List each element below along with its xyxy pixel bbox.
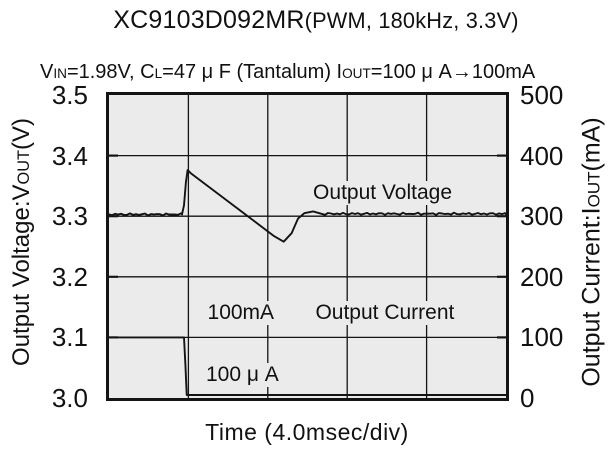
text-run: =100 μ A→100mA — [370, 61, 536, 83]
annotation-output-current: Output Current — [311, 301, 459, 326]
right-axis-tick: 200 — [520, 262, 564, 292]
left-axis-tick: 3.3 — [51, 201, 88, 231]
text-run: =47 μ F (Tantalum) I — [162, 61, 343, 83]
plot-svg — [109, 95, 506, 398]
text-run: V — [40, 61, 54, 83]
subscript-text: OUT — [584, 171, 604, 208]
conditions-text: VIN=1.98V, CL=47 μ F (Tantalum) IOUT=100… — [40, 61, 535, 84]
chart-title: XC9103D092MR(PWM, 180kHz, 3.3V) — [21, 6, 611, 35]
subscript-text: L — [154, 66, 163, 81]
right-axis-tick: 0 — [520, 383, 535, 413]
left-axis-tick: 3.0 — [51, 383, 88, 413]
right-axis-tick: 100 — [520, 322, 564, 352]
annotation-100ma: 100mA — [203, 301, 279, 326]
text-run: (PWM, 180kHz, 3.3V) — [304, 8, 519, 33]
subscript-text: IN — [53, 66, 67, 81]
right-axis-tick: 500 — [520, 80, 564, 110]
right-axis-tick: 400 — [520, 141, 564, 171]
left-axis-tick: 3.1 — [51, 322, 88, 352]
subscript-text: OUT — [342, 66, 371, 81]
left-axis-tick: 3.2 — [51, 262, 88, 292]
x-axis-title: Time (4.0msec/div) — [205, 419, 409, 445]
text-run: Output Current:I — [577, 207, 606, 387]
annotation-100ua: 100 μ A — [201, 362, 283, 387]
annotation-output-voltage: Output Voltage — [309, 180, 457, 205]
text-run: =1.98V, C — [66, 61, 155, 83]
left-axis-tick: 3.5 — [51, 80, 88, 110]
right-axis-tick: 300 — [520, 201, 564, 231]
text-run: XC9103D092MR — [113, 6, 305, 34]
left-axis-tick: 3.4 — [51, 141, 88, 171]
plot-area: Output Voltage 100mA Output Current 100 … — [106, 92, 509, 401]
